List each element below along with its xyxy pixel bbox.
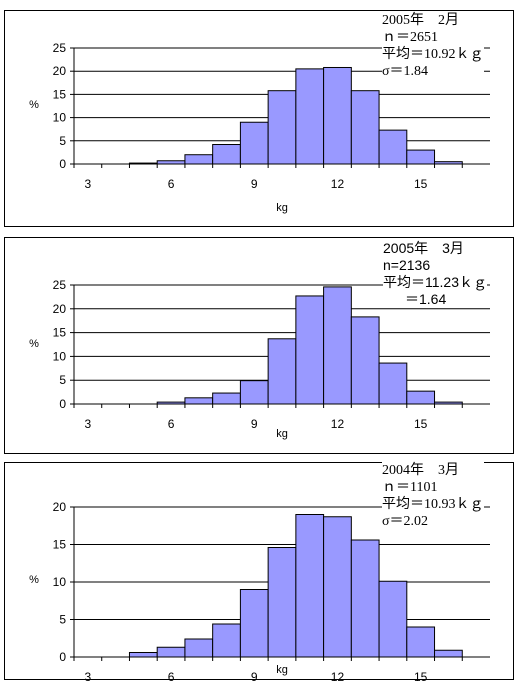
chart1-bar-12 <box>323 66 352 165</box>
chart2-bar-12 <box>323 286 352 405</box>
chart1-y-axis-label: % <box>29 99 39 111</box>
chart2-y-tick-label-20: 20 <box>53 302 67 316</box>
chart3-x-tick-label-12: 12 <box>331 670 345 684</box>
chart3-x-tick-label-3: 3 <box>85 670 92 684</box>
chart2-y-tick-label-15: 15 <box>53 326 67 340</box>
chart2-y-axis-label: % <box>29 338 39 350</box>
chart1-y-tick-label-10: 10 <box>53 111 67 125</box>
chart2-x-axis-label: kg <box>276 428 288 440</box>
chart3-bar-15 <box>406 626 436 658</box>
chart2-bar-13 <box>350 316 380 405</box>
chart2-y-tick-label-25: 25 <box>53 278 67 292</box>
chart1-bar-11 <box>295 68 325 165</box>
chart1-bar-15 <box>406 149 436 165</box>
annotation-1-line-3: 平均＝10.92ｋｇ <box>382 47 484 63</box>
chart1-y-tick-label-0: 0 <box>59 157 66 171</box>
chart1-x-tick-label-15: 15 <box>414 177 428 191</box>
chart3-bar-14 <box>378 580 408 658</box>
chart2-x-tick-label-9: 9 <box>251 417 258 431</box>
chart1-bar-10 <box>267 90 297 165</box>
chart2-bar-8 <box>212 392 241 405</box>
chart3-bar-16 <box>434 649 463 658</box>
chart3-bar-5 <box>128 652 158 658</box>
chart2-bar-11 <box>295 295 325 405</box>
chart2-y-tick-label-0: 0 <box>59 397 66 411</box>
annotation-2-line-3: 平均＝11.23ｋｇ <box>383 274 487 291</box>
chart2-y-tick-label-10: 10 <box>53 349 67 363</box>
chart3-x-axis-label: kg <box>276 664 288 676</box>
annotation-3-line-3: 平均＝10.93ｋｇ <box>382 497 484 513</box>
chart1-y-tick-label-20: 20 <box>53 64 67 78</box>
annotation-1-line-4: σ＝1.84 <box>382 64 429 80</box>
annotation-1: 2005年 2月 ｎ＝2651 平均＝10.92ｋｇ σ＝1.84 <box>382 12 484 81</box>
annotation-2: 2005年 3月 n=2136 平均＝11.23ｋｇ ＝1.64 <box>383 240 487 309</box>
chart1-x-tick-label-3: 3 <box>85 177 92 191</box>
annotation-1-line-2: ｎ＝2651 <box>382 30 438 46</box>
chart1-bar-8 <box>212 144 241 165</box>
chart2-bar-14 <box>378 362 408 405</box>
chart3-y-axis-label: % <box>29 574 39 586</box>
chart1-bar-13 <box>350 90 380 165</box>
chart3-bar-12 <box>323 516 352 658</box>
chart1-bar-7 <box>184 154 214 165</box>
chart3-bar-7 <box>184 638 214 658</box>
chart3-bar-13 <box>350 539 380 658</box>
chart3-x-tick-label-15: 15 <box>414 670 428 684</box>
chart1-bar-9 <box>239 121 269 165</box>
chart3-y-tick-label-20: 20 <box>53 500 67 514</box>
chart3-bar-9 <box>239 589 269 658</box>
annotation-3: 2004年 3月 ｎ＝1101 平均＝10.93ｋｇ σ＝2.02 <box>382 462 484 531</box>
annotation-2-line-1: 2005年 3月 <box>383 240 464 256</box>
chart2-x-tick-label-6: 6 <box>168 417 175 431</box>
chart2-bar-9 <box>239 380 269 405</box>
chart1-y-tick-label-15: 15 <box>53 87 67 101</box>
annotation-3-line-2: ｎ＝1101 <box>382 480 438 496</box>
chart2-x-tick-label-12: 12 <box>331 417 345 431</box>
annotation-2-line-2: n=2136 <box>383 257 431 274</box>
chart3-bar-8 <box>212 623 241 658</box>
chart2-bar-7 <box>184 397 214 405</box>
chart3-y-tick-label-5: 5 <box>59 613 66 627</box>
chart1-y-tick-label-5: 5 <box>59 134 66 148</box>
annotation-2-line-4: ＝1.64 <box>405 291 447 308</box>
chart1-y-tick-label-25: 25 <box>53 41 67 55</box>
chart3-y-tick-label-0: 0 <box>59 650 66 664</box>
chart3-y-tick-label-15: 15 <box>53 538 67 552</box>
chart2-x-tick-label-3: 3 <box>85 417 92 431</box>
annotation-1-line-1: 2005年 2月 <box>382 13 459 28</box>
annotation-3-line-1: 2004年 3月 <box>382 463 459 478</box>
chart2-bar-10 <box>267 338 297 405</box>
chart2-bar-15 <box>406 390 436 405</box>
annotation-3-line-4: σ＝2.02 <box>382 514 429 530</box>
chart3-x-tick-label-6: 6 <box>168 670 175 684</box>
chart3-bar-11 <box>295 514 325 658</box>
chart3-bar-6 <box>156 646 186 658</box>
chart3-bar-10 <box>267 547 297 658</box>
chart1-bar-14 <box>378 129 408 165</box>
chart1-x-axis-label: kg <box>276 202 288 214</box>
chart3-y-tick-label-10: 10 <box>53 575 67 589</box>
chart1-x-tick-label-9: 9 <box>251 177 258 191</box>
chart2-x-tick-label-15: 15 <box>414 417 428 431</box>
chart1-x-tick-label-12: 12 <box>331 177 345 191</box>
chart3-x-tick-label-9: 9 <box>251 670 258 684</box>
chart2-y-tick-label-5: 5 <box>59 373 66 387</box>
chart1-x-tick-label-6: 6 <box>168 177 175 191</box>
